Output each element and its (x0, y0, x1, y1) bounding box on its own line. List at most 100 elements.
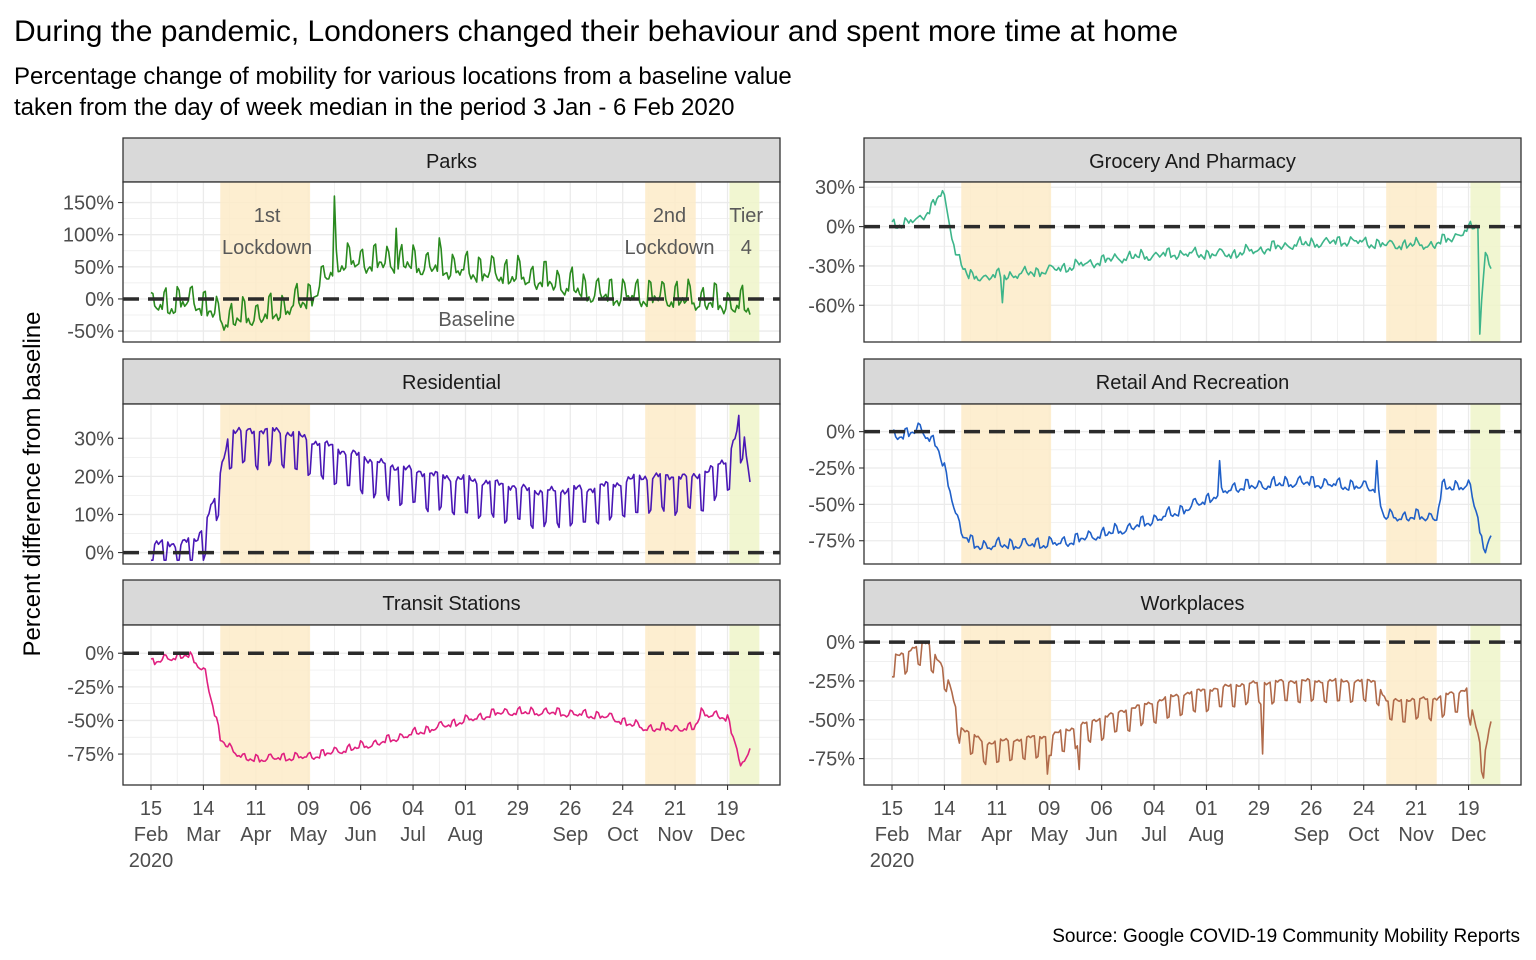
facet-workplaces: Workplaces 0% -25% -50% -75% 15 Feb 2020 14 Mar 11… (808, 579, 1522, 872)
y-tick-label: -25% (808, 671, 855, 693)
y-tick-label: 50% (74, 257, 114, 279)
x-tick-label: 26 (1300, 798, 1322, 820)
facet-strip (863, 137, 1522, 183)
x-tick-label: Nov (657, 824, 693, 846)
series-line (150, 651, 751, 767)
chart-subtitle-line-2: taken from the day of week median in the… (14, 94, 734, 121)
y-tick-label: -50% (808, 494, 855, 516)
y-tick-label: 0% (826, 217, 855, 239)
x-tick-label: Sep (553, 824, 589, 846)
facet-parks: Parks 150% 100% 50% 0% -50% 1st Lockdown 2nd Lock… (63, 137, 781, 343)
x-tick-label: 29 (1248, 798, 1270, 820)
y-tick-label: 150% (63, 193, 114, 215)
x-tick-label: 01 (454, 798, 476, 820)
annotation-label: Lockdown (222, 237, 312, 259)
x-tick-label: Feb (875, 824, 909, 846)
y-tick-label: 20% (74, 466, 114, 488)
x-tick-label: 2020 (129, 850, 174, 872)
x-tick-label: 06 (350, 798, 372, 820)
x-tick-label: 26 (559, 798, 581, 820)
x-tick-label: 19 (1457, 798, 1479, 820)
annotation-label: 4 (741, 237, 752, 259)
y-axis-label: Percent difference from baseline (19, 311, 46, 656)
x-tick-label: 04 (1143, 798, 1165, 820)
series-line (150, 195, 751, 331)
x-tick-label: 19 (716, 798, 738, 820)
tier4-period-band (729, 182, 760, 342)
x-tick-label: 29 (507, 798, 529, 820)
facet-strip (863, 358, 1522, 405)
x-tick-label: 15 (881, 798, 903, 820)
lockdown-period-band (1386, 404, 1437, 564)
panel-border (122, 624, 781, 786)
facet-panels: Parks150%100%50%0%-50%1stLockdown2ndLock… (63, 137, 1522, 872)
annotation-label: 2nd (653, 205, 686, 227)
y-tick-label: -60% (808, 295, 855, 317)
y-tick-label: -50% (67, 321, 114, 343)
y-tick-label: 0% (826, 632, 855, 654)
facet-strip-label: Residential (402, 372, 501, 394)
facet-strip (122, 358, 781, 405)
tier4-period-band (1470, 404, 1501, 564)
x-tick-label: Oct (1348, 824, 1380, 846)
y-tick-label: 100% (63, 225, 114, 247)
x-tick-label: 2020 (870, 850, 915, 872)
x-tick-label: Dec (1451, 824, 1487, 846)
series-line (891, 189, 1492, 335)
chart-title: During the pandemic, Londoners changed t… (14, 15, 1178, 48)
x-tick-label: Sep (1294, 824, 1330, 846)
x-tick-label: Aug (1189, 824, 1225, 846)
annotation-label: 1st (254, 205, 281, 227)
y-tick-label: 30% (815, 177, 855, 199)
x-tick-label: Aug (448, 824, 484, 846)
x-tick-label: 11 (986, 798, 1007, 820)
x-tick-label: 21 (1405, 798, 1427, 820)
x-tick-label: 15 (140, 798, 162, 820)
x-tick-label: Feb (134, 824, 168, 846)
x-tick-label: Dec (710, 824, 746, 846)
series-line (891, 641, 1492, 779)
x-tick-label: 24 (1353, 798, 1375, 820)
y-tick-label: 0% (85, 543, 114, 565)
facet-transit-stations: Transit Stations 0% -25% -50% -75% 15 Feb 2020 1… (67, 579, 781, 872)
y-tick-label: -75% (808, 531, 855, 553)
y-tick-label: 0% (826, 422, 855, 444)
y-tick-label: -50% (67, 710, 114, 732)
series-line (891, 422, 1492, 554)
chart-caption: Source: Google COVID-19 Community Mobili… (1052, 926, 1520, 947)
lockdown-period-band (1386, 182, 1437, 342)
annotation-label: Lockdown (624, 237, 714, 259)
y-tick-label: -75% (67, 744, 114, 766)
x-tick-label: May (289, 824, 327, 846)
facet-strip-label: Grocery And Pharmacy (1089, 151, 1296, 173)
chart-subtitle-line-1: Percentage change of mobility for variou… (14, 63, 792, 90)
facet-strip (122, 137, 781, 183)
y-tick-label: -25% (808, 458, 855, 480)
x-tick-label: Jul (400, 824, 426, 846)
facet-strip-label: Transit Stations (382, 593, 520, 615)
lockdown-period-band (961, 625, 1052, 785)
x-tick-label: Oct (607, 824, 639, 846)
facet-strip-label: Retail And Recreation (1096, 372, 1289, 394)
x-tick-label: Mar (186, 824, 221, 846)
y-tick-label: 10% (74, 504, 114, 526)
lockdown-period-band (645, 625, 696, 785)
x-tick-label: 14 (192, 798, 214, 820)
lockdown-period-band (220, 404, 311, 564)
x-tick-label: 21 (664, 798, 686, 820)
facet-residential: Residential 30% 20% 10% 0% (74, 358, 781, 565)
panel-border (863, 181, 1522, 343)
x-tick-label: Jun (1086, 824, 1118, 846)
lockdown-period-band (645, 182, 696, 342)
facet-strip-label: Parks (426, 151, 477, 173)
facet-grocery-and-pharmacy: Grocery And Pharmacy 30% 0% -30% -60% (808, 137, 1522, 343)
annotation-label: Tier (729, 205, 763, 227)
x-tick-label: 06 (1091, 798, 1113, 820)
facet-strip (863, 579, 1522, 626)
y-tick-label: -30% (808, 256, 855, 278)
facet-strip-label: Workplaces (1140, 593, 1244, 615)
lockdown-period-band (961, 182, 1052, 342)
y-tick-label: 0% (85, 289, 114, 311)
x-tick-label: Apr (240, 824, 271, 846)
